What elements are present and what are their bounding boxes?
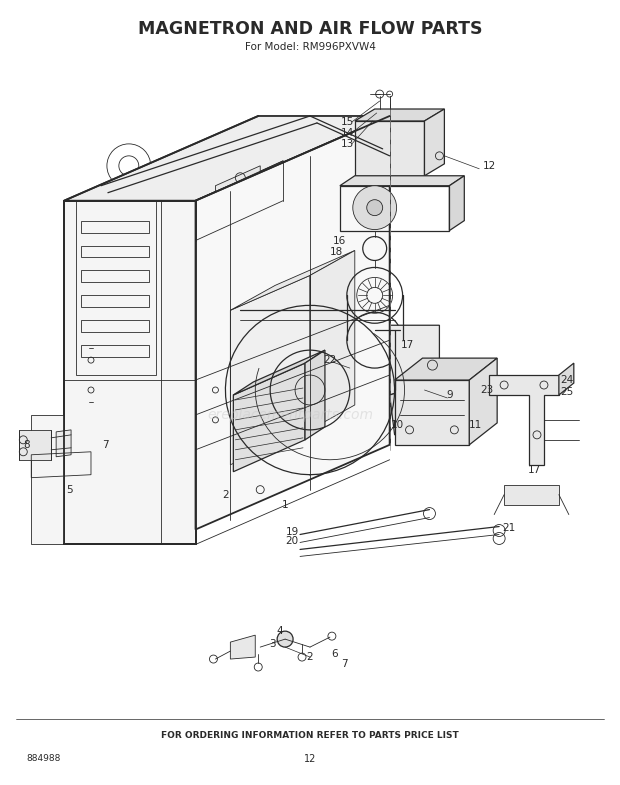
Polygon shape xyxy=(31,415,64,545)
Circle shape xyxy=(277,631,293,647)
Text: 9: 9 xyxy=(446,390,453,400)
Polygon shape xyxy=(340,176,464,186)
Polygon shape xyxy=(56,430,71,457)
Polygon shape xyxy=(215,166,260,203)
Text: 11: 11 xyxy=(469,420,482,430)
Text: FOR ORDERING INFORMATION REFER TO PARTS PRICE LIST: FOR ORDERING INFORMATION REFER TO PARTS … xyxy=(161,732,459,740)
Text: 2: 2 xyxy=(222,490,229,499)
Polygon shape xyxy=(469,358,497,445)
Text: 2: 2 xyxy=(307,652,313,662)
Text: 4: 4 xyxy=(277,626,283,636)
Text: 17: 17 xyxy=(401,340,414,350)
Polygon shape xyxy=(195,116,389,530)
Polygon shape xyxy=(389,380,445,435)
Polygon shape xyxy=(394,380,469,445)
Polygon shape xyxy=(19,430,51,460)
Text: 3: 3 xyxy=(269,639,275,649)
Polygon shape xyxy=(231,635,255,659)
Text: 6: 6 xyxy=(332,649,338,659)
Text: 18: 18 xyxy=(330,247,343,257)
Text: 884988: 884988 xyxy=(26,754,61,763)
Text: MAGNETRON AND AIR FLOW PARTS: MAGNETRON AND AIR FLOW PARTS xyxy=(138,20,482,38)
Text: 24: 24 xyxy=(560,375,574,385)
Polygon shape xyxy=(231,276,310,465)
Text: 23: 23 xyxy=(480,385,494,395)
Polygon shape xyxy=(355,121,425,176)
Polygon shape xyxy=(389,325,440,395)
Text: 12: 12 xyxy=(304,754,316,764)
Polygon shape xyxy=(425,109,445,176)
Text: 10: 10 xyxy=(391,420,404,430)
Text: 16: 16 xyxy=(333,236,347,246)
Polygon shape xyxy=(305,350,325,440)
Text: 1: 1 xyxy=(282,499,288,509)
Text: 12: 12 xyxy=(482,161,496,171)
Polygon shape xyxy=(489,375,559,465)
Polygon shape xyxy=(195,161,283,240)
Polygon shape xyxy=(310,250,355,430)
Text: 14: 14 xyxy=(341,128,355,138)
Polygon shape xyxy=(559,363,574,395)
Text: 15: 15 xyxy=(341,117,355,127)
Text: 5: 5 xyxy=(66,484,73,495)
Text: 8: 8 xyxy=(23,440,30,450)
Polygon shape xyxy=(64,201,195,545)
Text: 19: 19 xyxy=(285,527,299,536)
Polygon shape xyxy=(233,363,305,472)
Text: 13: 13 xyxy=(341,139,355,149)
Polygon shape xyxy=(450,176,464,231)
Polygon shape xyxy=(355,109,445,121)
Circle shape xyxy=(353,186,397,229)
Polygon shape xyxy=(231,250,355,310)
Polygon shape xyxy=(64,116,389,201)
Text: 7: 7 xyxy=(342,659,348,669)
Text: 17: 17 xyxy=(528,465,541,475)
Polygon shape xyxy=(233,350,325,395)
Polygon shape xyxy=(394,358,497,380)
Polygon shape xyxy=(504,484,559,505)
Text: 22: 22 xyxy=(323,355,337,365)
Text: 21: 21 xyxy=(502,523,516,532)
Text: 7: 7 xyxy=(102,440,109,450)
Text: 20: 20 xyxy=(286,536,299,546)
Circle shape xyxy=(367,199,383,216)
Text: For Model: RM996PXVW4: For Model: RM996PXVW4 xyxy=(244,42,376,53)
Text: 25: 25 xyxy=(560,387,574,397)
Text: ereplacementparts.com: ereplacementparts.com xyxy=(207,408,373,422)
